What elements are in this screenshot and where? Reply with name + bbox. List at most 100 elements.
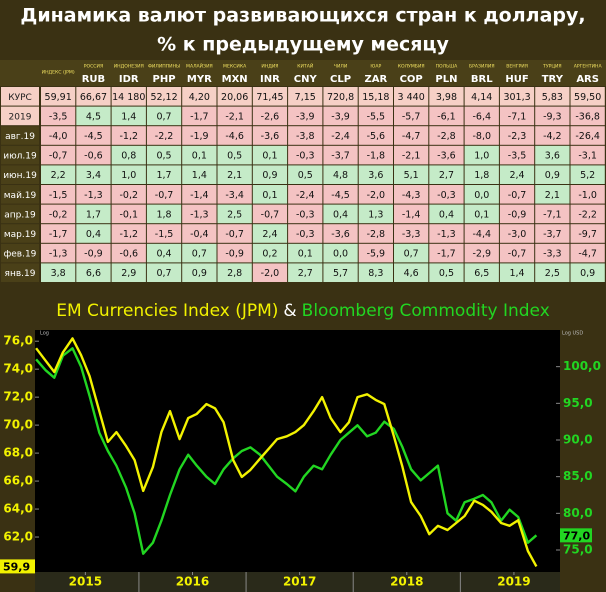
cell-value: -2,0 bbox=[261, 268, 280, 279]
cell-value: -3,4 bbox=[225, 190, 244, 201]
country-name: БРАЗИЛИЯ bbox=[469, 64, 495, 70]
currency-code: RUB bbox=[82, 74, 105, 85]
y-tick-label: 62,0 bbox=[3, 530, 33, 544]
cell-value: 0,2 bbox=[262, 249, 277, 260]
table-cell bbox=[464, 204, 499, 224]
cell-value: -7,1 bbox=[508, 111, 527, 122]
cell-value: 1,3 bbox=[368, 209, 383, 220]
cell-value: -1,2 bbox=[119, 131, 138, 142]
table-cell bbox=[323, 165, 358, 184]
table-cell bbox=[570, 87, 605, 106]
currency-code: BRL bbox=[471, 74, 493, 85]
cell-value: 0,8 bbox=[121, 151, 136, 162]
table-cell bbox=[76, 185, 111, 204]
cell-value: -1,7 bbox=[190, 111, 209, 122]
cell-value: 0,1 bbox=[262, 190, 277, 201]
table-cell bbox=[252, 243, 288, 263]
table-cell bbox=[464, 87, 499, 106]
table-cell bbox=[535, 145, 570, 165]
row-label-bg bbox=[1, 204, 39, 224]
country-name: КИТАЙ bbox=[297, 63, 313, 70]
table-cell bbox=[111, 126, 146, 145]
table-cell bbox=[182, 126, 217, 145]
table-cell bbox=[358, 165, 393, 184]
cell-value: -2,8 bbox=[437, 131, 456, 142]
cell-value: 0,4 bbox=[333, 209, 348, 220]
cell-value: 1,4 bbox=[121, 111, 136, 122]
row-label-bg bbox=[1, 87, 39, 106]
table-cell bbox=[499, 87, 535, 106]
table-cell bbox=[217, 263, 252, 282]
table-cell bbox=[429, 145, 464, 165]
cell-value: 1,8 bbox=[474, 170, 489, 181]
cell-value: -5,7 bbox=[402, 111, 421, 122]
table-cell bbox=[217, 145, 252, 165]
table-cell bbox=[535, 263, 570, 282]
cell-value: 52,12 bbox=[150, 92, 177, 103]
cell-value: -1,9 bbox=[190, 131, 209, 142]
cell-value: -0,3 bbox=[296, 209, 315, 220]
table-cell bbox=[570, 165, 605, 184]
cell-value: -0,9 bbox=[508, 209, 527, 220]
cell-value: -0,7 bbox=[261, 209, 280, 220]
y2-tick-label: 95,0 bbox=[563, 396, 593, 410]
y-tick-label: 72,0 bbox=[3, 390, 33, 404]
cell-value: 0,1 bbox=[262, 151, 277, 162]
cell-value: -0,6 bbox=[119, 249, 138, 260]
cell-value: -0,2 bbox=[49, 209, 68, 220]
table-cell bbox=[570, 224, 605, 243]
table-cell bbox=[182, 185, 217, 204]
cell-value: 720,8 bbox=[327, 92, 354, 103]
row-label-bg bbox=[1, 263, 39, 282]
cell-value: 0,1 bbox=[298, 249, 313, 260]
y2-tick-label: 75,0 bbox=[563, 543, 593, 557]
y2-tick-label: 90,0 bbox=[563, 433, 593, 447]
cell-value: 3,6 bbox=[368, 170, 383, 181]
table-cell bbox=[358, 106, 393, 126]
table-cell bbox=[41, 126, 76, 145]
country-name: КОЛУМБИЯ bbox=[398, 64, 425, 70]
row-label: КУРС bbox=[8, 93, 32, 103]
table-cell bbox=[288, 145, 323, 165]
x-tick-label: 2018 bbox=[390, 575, 423, 589]
currency-code: MYR bbox=[187, 74, 212, 85]
table-cell bbox=[76, 106, 111, 126]
legend: EM Currencies Index (JPM) & Bloomberg Comm… bbox=[56, 301, 550, 321]
cell-value: -5,5 bbox=[367, 111, 386, 122]
table-cell bbox=[41, 106, 76, 126]
table-cell bbox=[464, 224, 499, 243]
table-cell bbox=[429, 204, 464, 224]
row-label: фев.19 bbox=[4, 250, 37, 260]
cell-value: 0,5 bbox=[439, 268, 454, 279]
cell-value: -0,7 bbox=[49, 151, 68, 162]
table-cell bbox=[76, 87, 111, 106]
cell-value: -0,7 bbox=[225, 229, 244, 240]
currency-code: HUF bbox=[505, 74, 528, 85]
table-cell bbox=[288, 263, 323, 282]
table-cell bbox=[570, 263, 605, 282]
table-cell bbox=[146, 263, 182, 282]
cell-value: -0,1 bbox=[119, 209, 138, 220]
cell-value: 1,7 bbox=[86, 209, 101, 220]
table-cell bbox=[358, 126, 393, 145]
cell-value: -36,8 bbox=[575, 111, 600, 122]
table-cell bbox=[252, 126, 288, 145]
cell-value: -1,8 bbox=[367, 151, 386, 162]
cell-value: 3,8 bbox=[51, 268, 66, 279]
cell-value: -4,3 bbox=[402, 190, 421, 201]
table-cell bbox=[464, 263, 499, 282]
currency-code: TRY bbox=[542, 74, 564, 85]
country-name: МАЛАЙЗИЯ bbox=[186, 63, 213, 70]
title-line: % к предыдущему месяцу bbox=[157, 34, 449, 56]
cell-value: 0,5 bbox=[227, 151, 242, 162]
x-tick-label: 2017 bbox=[283, 575, 316, 589]
cell-value: 20,06 bbox=[221, 92, 248, 103]
table-cell bbox=[394, 204, 429, 224]
table-cell bbox=[76, 145, 111, 165]
table-cell bbox=[535, 106, 570, 126]
cell-value: -4,5 bbox=[84, 131, 103, 142]
x-tick-label: 2019 bbox=[497, 575, 530, 589]
cell-value: 0,4 bbox=[156, 249, 171, 260]
table-cell bbox=[323, 243, 358, 263]
cell-value: -4,6 bbox=[225, 131, 244, 142]
